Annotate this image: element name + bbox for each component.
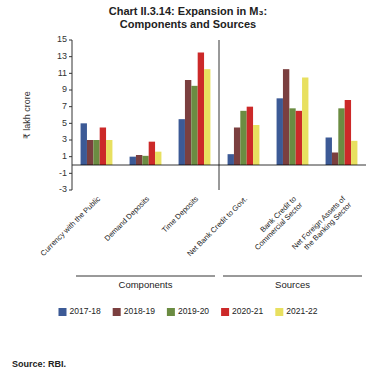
y-tick	[69, 73, 72, 74]
y-tick	[69, 90, 72, 91]
bar	[155, 152, 161, 165]
legend-item: 2020-21	[221, 306, 263, 316]
group-bracket	[223, 276, 362, 277]
y-tick-label: 11	[58, 68, 67, 78]
y-tick	[69, 156, 72, 157]
bar	[289, 108, 295, 165]
legend-item: 2021-22	[275, 306, 317, 316]
legend-item: 2017-18	[58, 306, 100, 316]
category-label: Time Deposits	[160, 194, 200, 234]
legend-item: 2019-20	[167, 306, 209, 316]
bar	[332, 153, 338, 166]
bar	[81, 123, 87, 165]
y-tick	[69, 56, 72, 57]
legend-label: 2018-19	[124, 306, 155, 316]
legend-label: 2019-20	[178, 306, 209, 316]
group-label: Sources	[275, 279, 310, 290]
source: Source: RBI.	[12, 359, 66, 369]
y-tick-label: 15	[57, 34, 67, 44]
bar	[283, 69, 289, 165]
bar	[296, 111, 302, 165]
y-tick-label: 1	[62, 151, 67, 161]
bar	[100, 128, 106, 166]
bar	[130, 157, 136, 165]
category-label: Currency with the Public	[39, 194, 103, 258]
y-tick-label: 5	[62, 118, 67, 128]
y-axis-label: ₹ lakh crore	[22, 91, 32, 139]
bar	[247, 107, 253, 165]
legend-swatch	[275, 308, 283, 316]
chart: Chart II.3.14: Expansion in M₃:Component…	[0, 0, 376, 377]
bar	[240, 111, 246, 165]
legend-item: 2018-19	[113, 306, 155, 316]
y-tick	[69, 123, 72, 124]
bar	[277, 98, 283, 165]
bar	[191, 86, 197, 165]
y-tick	[69, 106, 72, 107]
bar	[234, 128, 240, 166]
bar	[142, 156, 148, 165]
y-tick	[69, 173, 72, 174]
bar	[136, 155, 142, 165]
legend-swatch	[58, 308, 66, 316]
bar	[149, 142, 155, 165]
y-tick-label: 7	[62, 101, 67, 111]
group-label: Components	[119, 279, 173, 290]
y-tick-label: 3	[62, 134, 67, 144]
legend-label: 2017-18	[69, 306, 100, 316]
legend-label: 2020-21	[232, 306, 263, 316]
bar	[345, 100, 351, 165]
y-tick-label: 9	[62, 84, 67, 94]
category-label: Net Bank Credit to Govt.	[185, 194, 249, 258]
category-label: Net Foreign Assets ofthe Banking Sector	[290, 194, 354, 258]
legend: 2017-18 2018-19 2019-20 2020-21 2021-22	[58, 306, 317, 316]
bar	[185, 80, 191, 165]
legend-swatch	[113, 308, 121, 316]
bar	[204, 69, 210, 165]
bar	[179, 119, 185, 165]
y-tick-label: 13	[57, 51, 67, 61]
group-bracket	[76, 276, 215, 277]
bar	[302, 78, 308, 166]
y-tick-label: -3	[59, 184, 67, 194]
y-tick	[69, 140, 72, 141]
bar	[93, 140, 99, 165]
y-tick	[69, 190, 72, 191]
bar	[326, 138, 332, 166]
y-tick-label: -1	[59, 168, 67, 178]
title: Chart II.3.14: Expansion in M₃:Component…	[109, 5, 268, 30]
bar	[338, 108, 344, 165]
y-tick	[69, 40, 72, 41]
category-label: Demand Deposits	[103, 194, 152, 243]
legend-label: 2021-22	[286, 306, 317, 316]
y-axis	[72, 40, 73, 190]
bar	[106, 140, 112, 165]
bar	[253, 125, 259, 165]
legend-swatch	[167, 308, 175, 316]
bar	[228, 154, 234, 165]
bar	[87, 140, 93, 165]
bar	[351, 141, 357, 165]
group-divider	[219, 40, 220, 190]
bar	[198, 53, 204, 166]
legend-swatch	[221, 308, 229, 316]
